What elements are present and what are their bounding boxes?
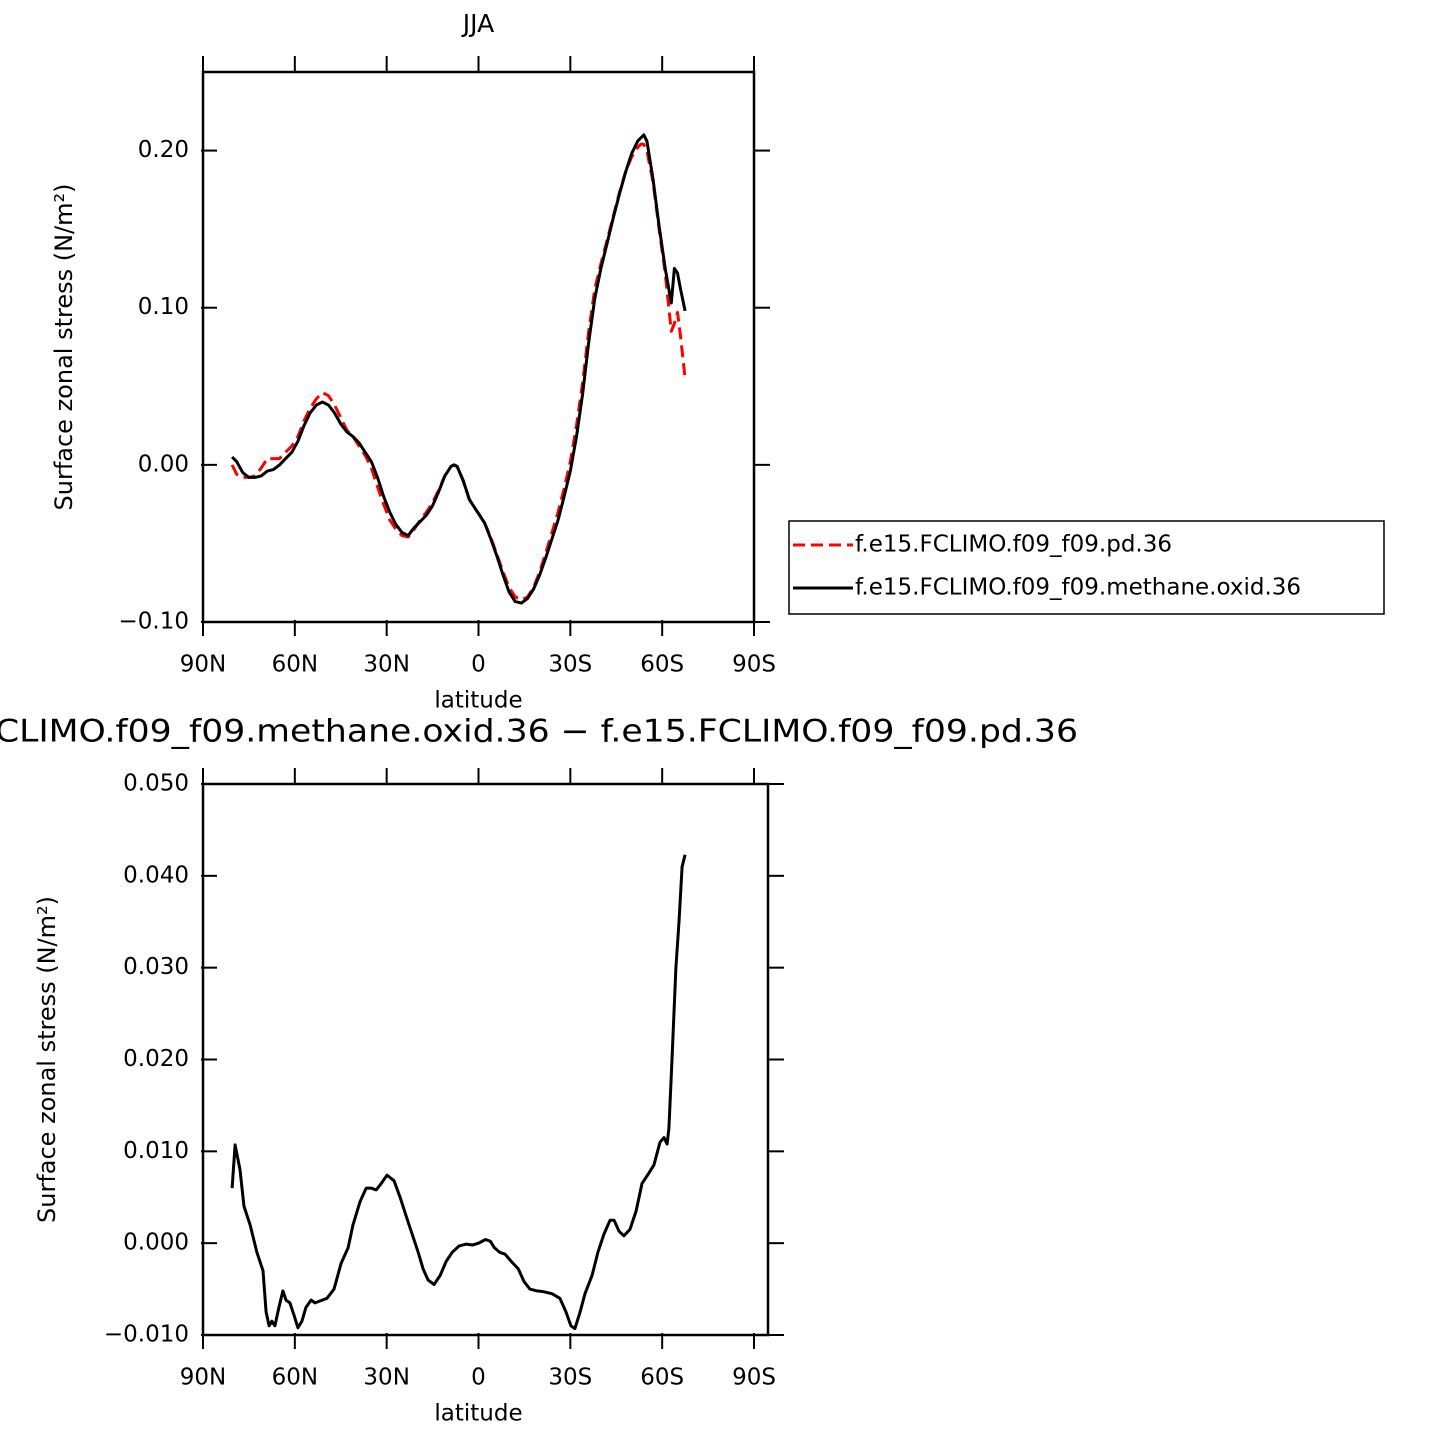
x-tick-label: 30N — [363, 1365, 409, 1391]
legend-label: f.e15.FCLIMO.f09_f09.pd.36 — [855, 532, 1172, 558]
x-tick-label: 90N — [180, 1365, 226, 1391]
y-axis-label: Surface zonal stress (N/m²) — [33, 896, 61, 1223]
x-tick-label: 60N — [272, 1365, 318, 1391]
y-tick-label: 0.030 — [123, 954, 189, 980]
y-tick-label: 0.020 — [123, 1046, 189, 1072]
x-tick-label: 90N — [180, 652, 226, 678]
y-tick-label: 0.000 — [123, 1230, 189, 1256]
x-axis-label: latitude — [434, 688, 522, 714]
x-axis-label: latitude — [434, 1401, 522, 1427]
y-tick-label: −0.10 — [119, 609, 189, 635]
legend-label: f.e15.FCLIMO.f09_f09.methane.oxid.36 — [855, 575, 1301, 601]
y-tick-label: 0.050 — [123, 771, 189, 797]
legend-box — [788, 520, 1385, 615]
series-line — [231, 133, 687, 605]
y-tick-label: 0.040 — [123, 862, 189, 888]
y-axis-label: Surface zonal stress (N/m²) — [50, 184, 78, 511]
y-tick-label: 0.010 — [123, 1138, 189, 1164]
x-tick-label: 60S — [640, 652, 684, 678]
x-tick-label: 0 — [471, 1365, 486, 1391]
x-tick-label: 60S — [640, 1365, 684, 1391]
x-tick-label: 30S — [548, 652, 592, 678]
x-tick-label: 0 — [471, 652, 486, 678]
series-line — [230, 854, 687, 1331]
x-tick-label: 90S — [732, 1365, 776, 1391]
chart-title: f.e15.FCLIMO.f09_f09.methane.oxid.36 − f… — [0, 714, 1078, 750]
y-tick-label: 0.10 — [138, 294, 189, 320]
plot-frame — [201, 70, 756, 624]
x-tick-label: 30N — [363, 652, 409, 678]
y-tick-label: 0.00 — [138, 451, 189, 477]
x-tick-label: 60N — [272, 652, 318, 678]
x-tick-label: 30S — [548, 1365, 592, 1391]
y-tick-label: 0.20 — [138, 137, 189, 163]
y-tick-label: −0.010 — [104, 1322, 189, 1348]
x-tick-label: 90S — [732, 652, 776, 678]
chart-title: JJA — [461, 9, 494, 38]
series-line — [230, 142, 687, 602]
